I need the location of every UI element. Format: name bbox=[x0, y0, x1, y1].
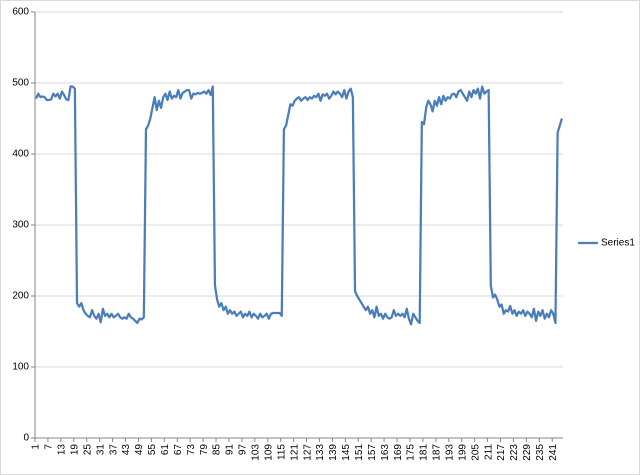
y-tick-label: 100 bbox=[12, 362, 29, 373]
x-tick-label: 91 bbox=[225, 444, 236, 456]
x-tick-label: 145 bbox=[341, 444, 352, 461]
x-tick-label: 121 bbox=[289, 444, 300, 461]
x-tick-label: 211 bbox=[483, 444, 494, 460]
x-tick-label: 55 bbox=[147, 444, 158, 456]
x-tick-label: 43 bbox=[121, 444, 132, 456]
x-tick-label: 199 bbox=[457, 444, 468, 461]
x-tick-label: 7 bbox=[44, 444, 55, 450]
x-tick-label: 187 bbox=[432, 444, 443, 461]
x-tick-label: 31 bbox=[95, 444, 106, 456]
x-tick-label: 61 bbox=[160, 444, 171, 456]
x-tick-label: 175 bbox=[406, 444, 417, 461]
x-tick-label: 115 bbox=[276, 444, 287, 460]
x-tick-label: 169 bbox=[393, 444, 404, 461]
x-tick-label: 181 bbox=[419, 444, 430, 461]
x-tick-label: 97 bbox=[238, 444, 249, 456]
data-line bbox=[35, 85, 563, 326]
x-tick-label: 103 bbox=[251, 444, 262, 461]
x-tick-label: 193 bbox=[444, 444, 455, 461]
y-tick-label: 200 bbox=[12, 291, 29, 302]
x-tick-label: 163 bbox=[380, 444, 391, 461]
x-tick-label: 73 bbox=[186, 444, 197, 456]
y-tick-label: 0 bbox=[23, 433, 29, 444]
x-tick-label: 1 bbox=[31, 444, 42, 450]
x-tick-label: 37 bbox=[108, 444, 119, 456]
y-tick-label: 600 bbox=[12, 7, 29, 18]
x-tick-label: 205 bbox=[470, 444, 481, 461]
x-tick-label: 157 bbox=[367, 444, 378, 461]
x-tick-label: 241 bbox=[548, 444, 559, 461]
y-tick-label: 500 bbox=[12, 78, 29, 89]
y-tick-label: 400 bbox=[12, 149, 29, 160]
x-tick-label: 133 bbox=[315, 444, 326, 461]
x-tick-label: 85 bbox=[212, 444, 223, 456]
x-tick-label: 127 bbox=[302, 444, 313, 461]
x-tick-label: 67 bbox=[173, 444, 184, 456]
x-tick-label: 25 bbox=[82, 444, 93, 456]
x-tick-label: 49 bbox=[134, 444, 145, 456]
legend-label: Series1 bbox=[601, 238, 635, 249]
x-tick-label: 229 bbox=[522, 444, 533, 461]
x-tick-label: 139 bbox=[328, 444, 339, 461]
x-tick-label: 151 bbox=[354, 444, 365, 461]
x-tick-label: 109 bbox=[263, 444, 274, 461]
x-tick-label: 13 bbox=[57, 444, 68, 456]
x-tick-label: 223 bbox=[509, 444, 520, 461]
x-tick-label: 19 bbox=[70, 444, 81, 456]
x-tick-label: 217 bbox=[496, 444, 507, 461]
x-tick-label: 79 bbox=[199, 444, 210, 456]
x-tick-label: 235 bbox=[535, 444, 546, 461]
y-tick-label: 300 bbox=[12, 220, 29, 231]
